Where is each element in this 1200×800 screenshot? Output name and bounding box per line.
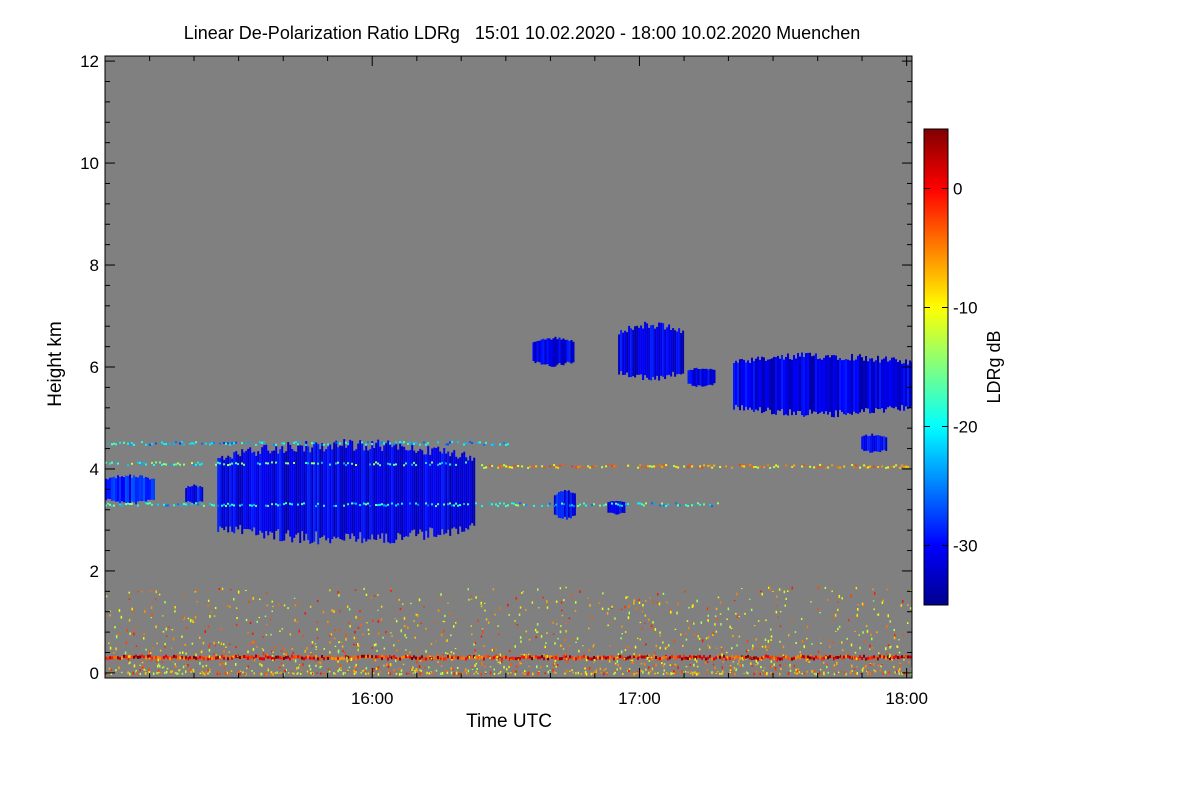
band-band-4.5km xyxy=(107,441,509,446)
colorbar xyxy=(923,128,949,606)
band-band-4.0km-east xyxy=(481,463,910,469)
colorbar-tick-label: -10 xyxy=(953,299,978,318)
y-tick-label: 8 xyxy=(90,256,99,275)
y-tick-label: 2 xyxy=(90,562,99,581)
cloud-upper-cloud-1725 xyxy=(687,367,716,387)
colorbar-tick-label: -20 xyxy=(953,418,978,437)
y-tick-label: 10 xyxy=(80,154,99,173)
y-tick-label: 6 xyxy=(90,358,99,377)
y-axis: 0 2 4 6 8 10 12 xyxy=(80,52,912,683)
x-axis: 16:00 17:00 18:00 xyxy=(149,56,928,708)
y-tick-label: 12 xyxy=(80,52,99,71)
x-tick-label: 16:00 xyxy=(351,689,394,708)
cloud-upper-cloud-tail xyxy=(861,433,888,453)
colorbar-tick-label: 0 xyxy=(953,180,962,199)
cloud-upper-cloud-1640 xyxy=(532,336,575,367)
cloud-cloud-patch-1655 xyxy=(607,500,626,515)
boundary-layer-speckle xyxy=(105,586,912,676)
cloud-upper-cloud-1750 xyxy=(733,352,912,418)
cloud-cloud-edge-west xyxy=(105,474,155,505)
chart-title: Linear De-Polarization Ratio LDRg 15:01 … xyxy=(184,23,860,43)
y-tick-label: 4 xyxy=(90,460,99,479)
x-axis-label: Time UTC xyxy=(466,711,552,732)
cloud-upper-cloud-1705 xyxy=(618,321,685,381)
cloud-main-cloud-layer xyxy=(217,439,476,545)
band-band-4.1km xyxy=(105,461,467,467)
cloud-cloud-patch-1540 xyxy=(185,484,204,505)
x-tick-label: 17:00 xyxy=(618,689,661,708)
x-tick-label: 18:00 xyxy=(885,689,928,708)
band-band-3.3km xyxy=(105,502,719,508)
y-axis-label: Height km xyxy=(45,321,66,407)
colorbar-ticks: 0 -10 -20 -30 xyxy=(924,180,978,556)
ldr-data-layer xyxy=(105,321,912,676)
y-tick-label: 0 xyxy=(90,664,99,683)
colorbar-tick-label: -30 xyxy=(953,537,978,556)
colorbar-label: LDRg dB xyxy=(984,330,1004,403)
band-surface-band xyxy=(105,654,912,661)
